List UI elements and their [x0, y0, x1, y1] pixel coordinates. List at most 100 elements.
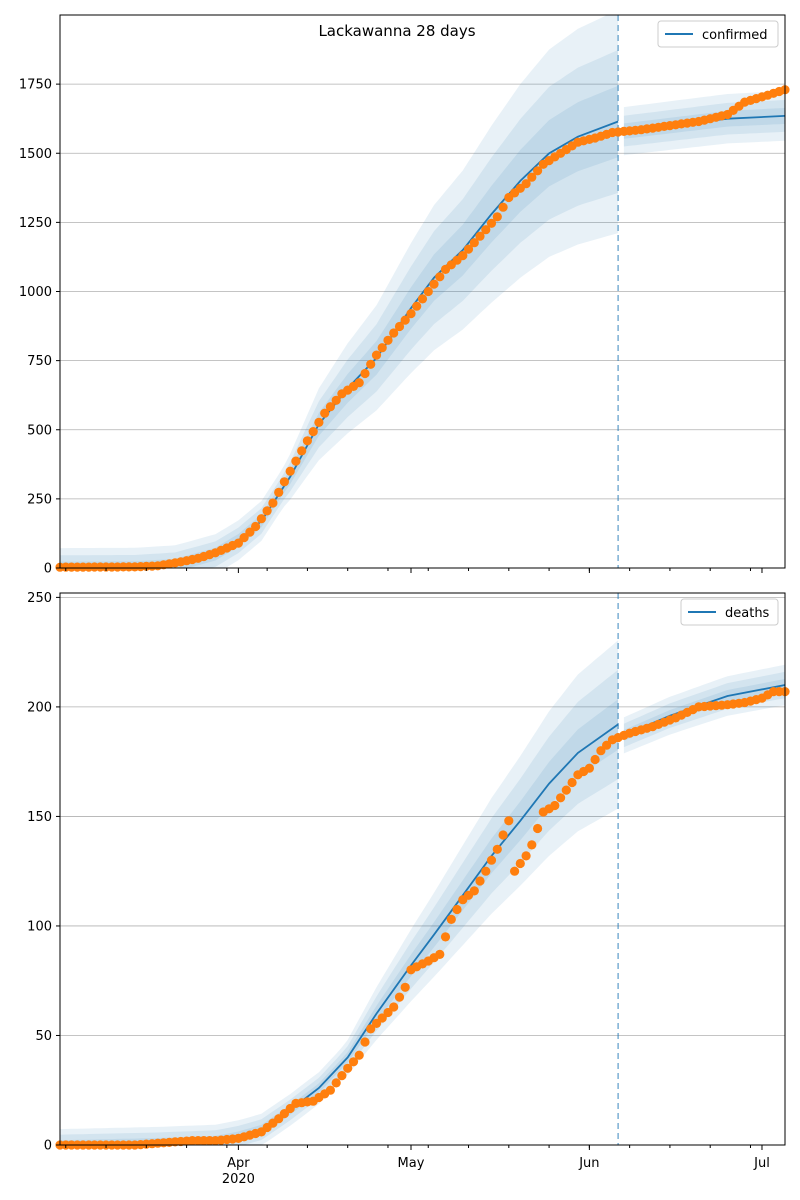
observed-point [486, 855, 497, 865]
y-tick-label: 100 [27, 919, 52, 934]
observed-point [533, 823, 543, 834]
observed-point [325, 402, 335, 412]
y-tick-label: 250 [27, 591, 52, 606]
y-tick-label: 0 [44, 562, 52, 577]
observed-point [239, 533, 249, 543]
observed-point [412, 301, 422, 311]
observed-point [602, 740, 612, 750]
confirmed-grid [60, 83, 785, 500]
y-tick-label: 1500 [19, 147, 52, 162]
observed-point [377, 343, 387, 353]
observed-point [406, 309, 416, 319]
y-tick-label: 150 [27, 810, 52, 825]
confirmed-legend-label: confirmed [702, 28, 768, 43]
observed-point [435, 272, 445, 282]
observed-point [360, 368, 370, 379]
y-tick-label: 750 [27, 354, 52, 369]
x-tick-label: Apr [227, 1156, 250, 1171]
observed-point [233, 538, 243, 548]
y-tick-label: 1000 [19, 285, 52, 300]
observed-point [446, 914, 456, 925]
observed-point [389, 1002, 399, 1012]
observed-point [486, 218, 497, 228]
observed-point [463, 244, 474, 254]
observed-point [400, 315, 410, 325]
observed-point [251, 521, 261, 532]
observed-point [366, 1024, 376, 1034]
observed-point [331, 395, 341, 405]
confirmed-legend-box [657, 20, 779, 48]
deaths-axes-frame [59, 592, 786, 1146]
observed-point [371, 350, 382, 360]
observed-point [590, 754, 600, 765]
observed-point [475, 231, 485, 241]
observed-point [383, 1007, 393, 1018]
observed-point [320, 408, 330, 418]
observed-point [262, 506, 272, 516]
observed-point [302, 436, 312, 446]
observed-point [481, 225, 491, 235]
confirmed-panel: 0 250 500 750 1000 1250 1500 1750 Lackawanna 28… [19, 14, 790, 577]
observed-point [596, 746, 606, 756]
observed-point [561, 785, 571, 795]
x-tick-year-label: 2020 [222, 1172, 255, 1187]
observed-point [314, 417, 324, 427]
uncertainty-band [60, 50, 619, 568]
observed-point [394, 992, 405, 1002]
y-tick-label: 1750 [19, 78, 52, 93]
observed-point [509, 866, 520, 876]
observed-point [366, 359, 376, 369]
observed-point [498, 830, 508, 840]
y-tick-label: 250 [27, 492, 52, 507]
observed-point [285, 466, 295, 476]
deaths-plot-area [60, 593, 785, 1145]
confirmed-chart-title: Lackawanna 28 days [318, 22, 475, 40]
observed-point [291, 456, 301, 466]
uncertainty-band [60, 640, 619, 1145]
observed-point [469, 238, 479, 248]
y-tick-label: 0 [44, 1139, 52, 1154]
observed-point [256, 514, 266, 524]
observed-point [527, 840, 537, 850]
observed-point [458, 251, 468, 261]
y-tick-label: 500 [27, 423, 52, 438]
observed-point [440, 932, 451, 942]
observed-point [521, 851, 531, 861]
observed-point [429, 279, 439, 289]
observed-point [481, 866, 491, 876]
observed-point [383, 335, 393, 345]
confirmed-legend: confirmed [657, 20, 779, 48]
x-tick-label: Jun [578, 1156, 599, 1171]
observed-point [492, 844, 502, 854]
y-tick-label: 1250 [19, 216, 52, 231]
uncertainty-band [60, 85, 619, 568]
observed-point [348, 1057, 359, 1067]
observed-point [521, 179, 531, 189]
observed-point [297, 446, 307, 456]
observed-point [377, 1013, 387, 1023]
observed-point [475, 876, 485, 886]
observed-point [423, 286, 433, 297]
deaths-legend: deaths [680, 598, 779, 626]
observed-point [567, 777, 577, 788]
observed-point [343, 1063, 353, 1073]
confirmed-y-ticks: 0 250 500 750 1000 1250 1500 1750 [19, 78, 60, 577]
observed-point [371, 1018, 382, 1028]
observed-point [308, 427, 318, 437]
y-tick-label: 50 [35, 1029, 52, 1044]
deaths-grid [60, 596, 785, 1036]
deaths-legend-box [680, 598, 779, 626]
deaths-observed-points [55, 687, 790, 1150]
deaths-y-ticks: 0 50 100 150 200 250 [27, 591, 60, 1154]
observed-point [279, 477, 289, 487]
observed-point [515, 858, 525, 869]
confirmed-x-ticks [65, 568, 763, 573]
observed-point [498, 202, 508, 212]
observed-point [400, 982, 410, 992]
observed-point [394, 321, 405, 332]
uncertainty-band [60, 15, 619, 568]
x-tick-label: Jul [753, 1156, 770, 1171]
observed-point [504, 816, 514, 826]
observed-point [435, 949, 445, 960]
